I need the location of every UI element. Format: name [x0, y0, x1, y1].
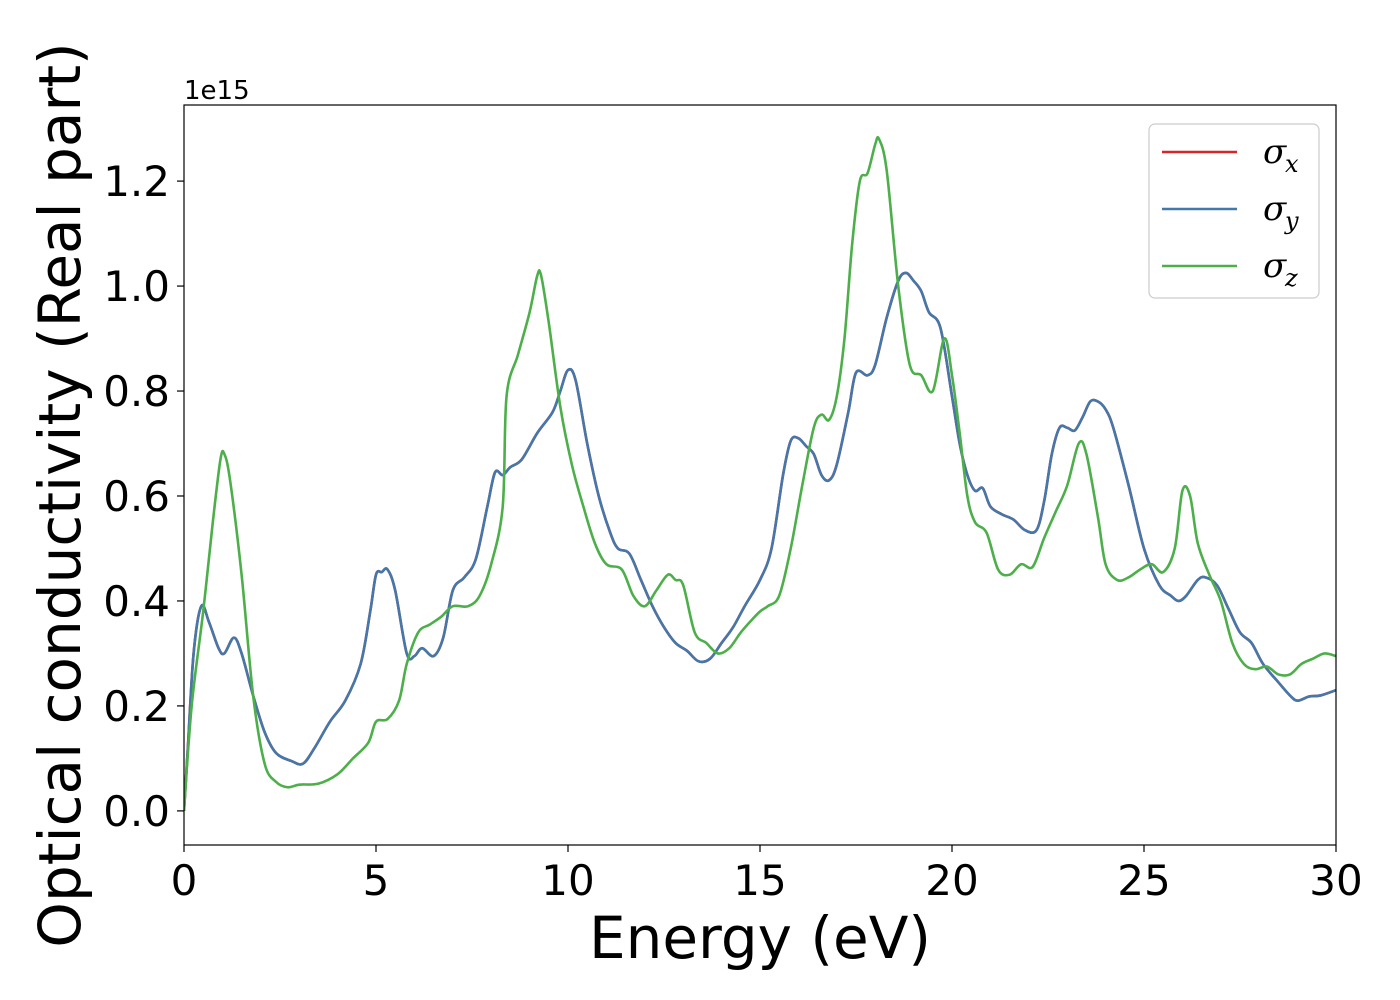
x-tick-label: 30 — [1309, 856, 1362, 905]
y-tick-label: 0.4 — [103, 577, 170, 626]
y-tick-label: 0.0 — [103, 787, 170, 836]
legend-label-z: σ — [1263, 246, 1287, 286]
x-tick-label: 20 — [925, 856, 978, 905]
x-tick-label: 25 — [1117, 856, 1170, 905]
series-line-z — [184, 135, 1336, 811]
x-tick-label: 0 — [171, 856, 198, 905]
y-tick-label: 0.2 — [103, 682, 170, 731]
legend-label-y: σ — [1263, 189, 1287, 229]
y-axis-ticks: 0.0 0.2 0.4 0.6 0.8 1.0 1.2 — [103, 157, 184, 836]
y-tick-label: 1.2 — [103, 157, 170, 206]
series-line-y — [184, 271, 1336, 811]
y-tick-label: 1.0 — [103, 262, 170, 311]
x-tick-label: 10 — [541, 856, 594, 905]
y-axis-offset-label: 1e15 — [184, 76, 250, 106]
legend-subscript-x: x — [1285, 150, 1299, 178]
y-tick-label: 0.6 — [103, 472, 170, 521]
legend-box — [1148, 123, 1320, 299]
y-axis-label: Optical conductivity (Real part) — [26, 42, 94, 947]
legend-label-x: σ — [1263, 132, 1287, 172]
y-tick-label: 0.8 — [103, 367, 170, 416]
x-axis-ticks: 0 5 10 15 20 25 30 — [171, 845, 1363, 905]
x-axis-label: Energy (eV) — [589, 904, 931, 972]
series-group — [184, 135, 1336, 811]
x-tick-label: 15 — [733, 856, 786, 905]
x-tick-label: 5 — [363, 856, 390, 905]
legend-subscript-y: y — [1284, 207, 1299, 235]
legend-subscript-z: z — [1284, 264, 1298, 292]
